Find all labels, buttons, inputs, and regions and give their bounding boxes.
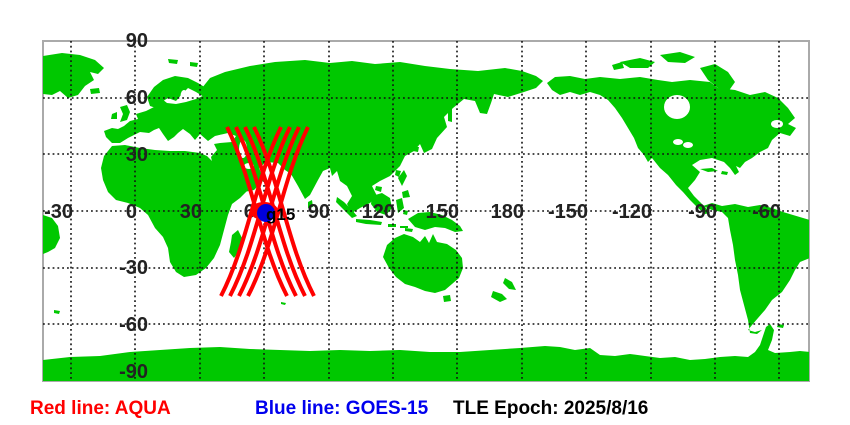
lat-label: -60 (119, 314, 148, 336)
landmass-japan (413, 105, 452, 152)
lon-label: -150 (548, 201, 588, 223)
sea-baltic (180, 90, 188, 102)
graticule (43, 41, 809, 381)
lon-label: 90 (308, 201, 330, 223)
lake-great-lakes-1 (673, 139, 683, 145)
landmass-new-guinea (408, 212, 463, 232)
lon-label: 180 (491, 201, 524, 223)
lon-label: -30 (44, 201, 73, 223)
landmass-arctic-islands (612, 52, 735, 92)
sea-black-sea (216, 134, 232, 142)
legend-tle-epoch: TLE Epoch: 2025/8/16 (453, 398, 648, 419)
lon-label: 30 (180, 201, 202, 223)
landmass-british-isles (111, 105, 130, 122)
lat-label: -30 (119, 257, 148, 279)
lat-label: -90 (119, 361, 148, 383)
longitude-labels: -30 0 30 60 90 120 150 180 -150 -120 -90… (44, 201, 781, 223)
landmass-australia (383, 234, 463, 293)
lon-label: -120 (612, 201, 652, 223)
lat-label: 90 (126, 30, 148, 52)
landmass-tasmania (443, 295, 451, 302)
aqua-track-line (246, 126, 310, 297)
landmass-sri-lanka (308, 200, 313, 208)
lon-label: 150 (426, 201, 459, 223)
lon-label: -60 (752, 201, 781, 223)
goes15-marker-label: g15 (266, 205, 295, 224)
landmass-philippines (398, 170, 410, 198)
landmass-greenland (43, 53, 104, 98)
landmass-indonesia (336, 193, 413, 232)
landmass-new-zealand (491, 278, 516, 302)
aqua-track-line (252, 126, 316, 297)
landmass-svalbard (168, 59, 258, 80)
sea-hudson-bay (664, 95, 690, 119)
legend-red-line: Red line: AQUA (30, 398, 171, 419)
landmass-brazil-wrap-sliver (43, 215, 60, 254)
lat-label: 30 (126, 144, 148, 166)
lon-label: 0 (126, 201, 137, 223)
landmass-iceland (90, 88, 100, 94)
aqua-ground-tracks (219, 126, 316, 297)
landmass-taiwan-hainan (375, 170, 401, 192)
lat-label: 60 (126, 87, 148, 109)
lon-label: -90 (688, 201, 717, 223)
lon-label: 120 (362, 201, 395, 223)
goes15-position-marker (257, 204, 275, 222)
landmass-antarctica (43, 324, 809, 381)
legend: Red line: AQUA Blue line: GOES-15 TLE Ep… (30, 398, 648, 419)
landmass-north-america (547, 76, 796, 214)
lake-great-lakes-2 (683, 142, 693, 148)
sea-st-lawrence (771, 120, 783, 128)
latitude-labels: 90 60 30 -30 -60 -90 (119, 30, 148, 383)
landmass-caribbean (700, 168, 728, 175)
landmass-south-america (703, 203, 809, 334)
legend-blue-line: Blue line: GOES-15 (255, 398, 429, 419)
